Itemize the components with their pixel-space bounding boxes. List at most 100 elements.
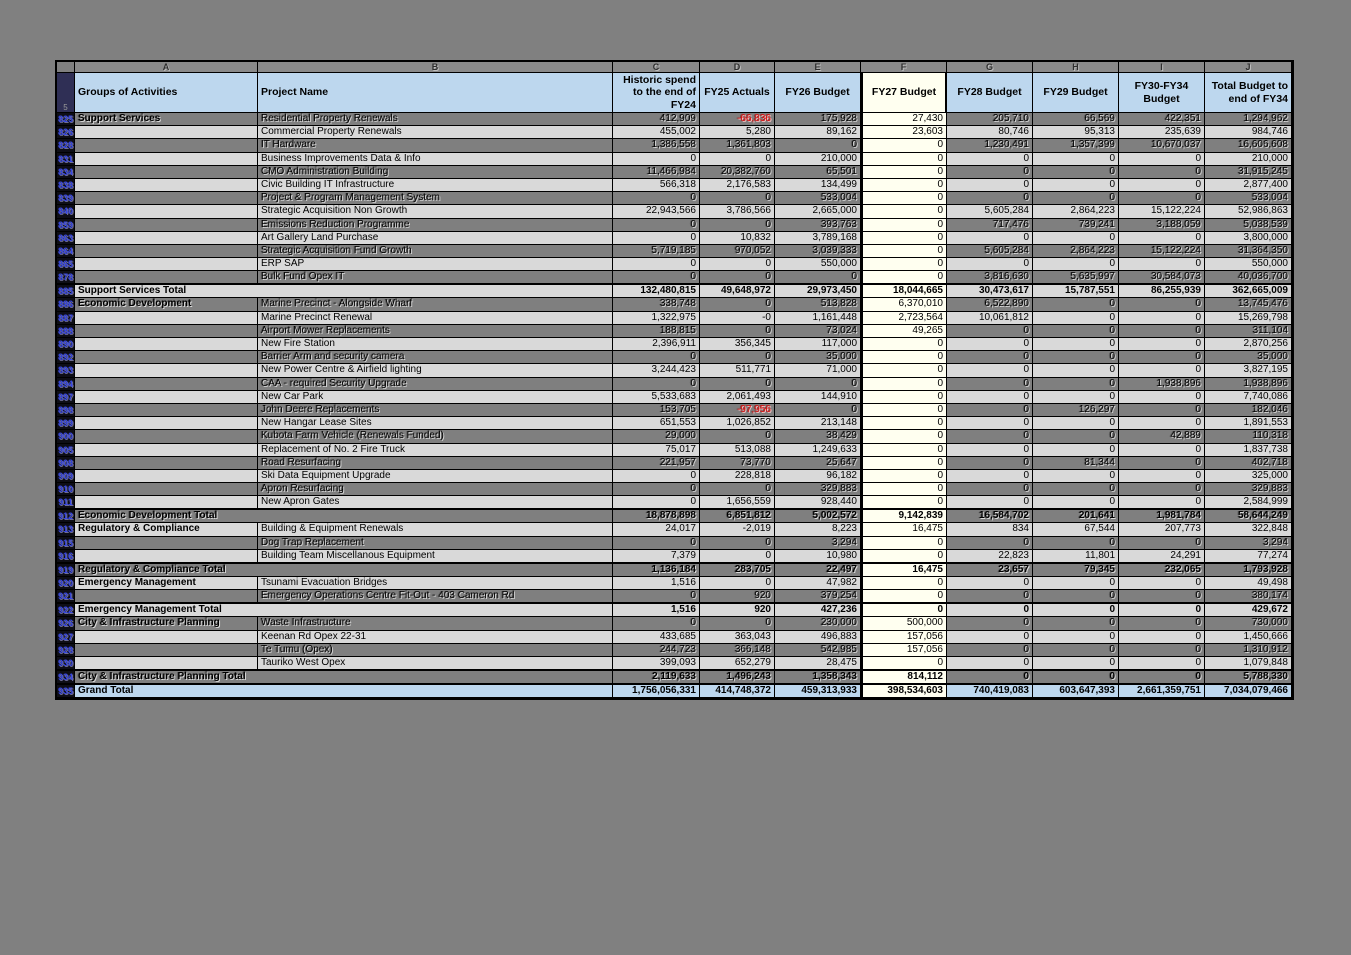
cell-e-828[interactable]: 0 [775,139,861,152]
cell-d-859[interactable]: 0 [700,218,775,231]
cell-d-892[interactable]: 0 [700,351,775,364]
cell-f-886[interactable]: 6,370,010 [861,298,947,311]
cell-j-893[interactable]: 3,827,195 [1205,364,1292,377]
cell-e-893[interactable]: 71,000 [775,364,861,377]
cell-d-839[interactable]: 0 [700,192,775,205]
cell-e-897[interactable]: 144,910 [775,390,861,403]
cell-e-898[interactable]: 0 [775,403,861,417]
cell-e-900[interactable]: 38,429 [775,430,861,443]
cell-e-919[interactable]: 22,497 [775,564,861,576]
cell-g-911[interactable]: 0 [947,496,1033,509]
row-number[interactable]: 863 [57,231,75,244]
cell-e-934[interactable]: 1,358,343 [775,671,861,684]
cell-i-913[interactable]: 207,773 [1119,523,1205,536]
cell-g-839[interactable]: 0 [947,192,1033,205]
cell-d-926[interactable]: 0 [700,617,775,630]
cell-group[interactable] [75,311,258,324]
cell-total-label[interactable]: Support Services Total [75,285,613,298]
cell-g-828[interactable]: 1,230,491 [947,139,1033,152]
cell-i-910[interactable]: 0 [1119,483,1205,496]
cell-j-892[interactable]: 35,000 [1205,351,1292,364]
cell-group[interactable] [75,403,258,417]
cell-c-825[interactable]: 412,909 [613,113,700,126]
cell-c-913[interactable]: 24,017 [613,523,700,536]
cell-e-887[interactable]: 1,161,448 [775,311,861,324]
cell-d-935[interactable]: 414,748,372 [700,685,775,698]
cell-e-863[interactable]: 3,789,168 [775,231,861,244]
column-letter-g[interactable]: G [947,62,1033,73]
cell-project[interactable]: Road Resurfacing [258,456,613,469]
cell-e-885[interactable]: 29,973,450 [775,285,861,298]
cell-j-915[interactable]: 3,294 [1205,536,1292,549]
cell-d-893[interactable]: 511,771 [700,364,775,377]
cell-j-839[interactable]: 533,004 [1205,192,1292,205]
cell-c-892[interactable]: 0 [613,351,700,364]
cell-i-840[interactable]: 15,122,224 [1119,205,1205,218]
cell-h-828[interactable]: 1,357,399 [1033,139,1119,152]
cell-j-928[interactable]: 1,310,912 [1205,643,1292,656]
cell-h-864[interactable]: 2,864,223 [1033,244,1119,258]
cell-group[interactable] [75,643,258,656]
cell-project[interactable]: Replacement of No. 2 Fire Truck [258,443,613,456]
cell-h-928[interactable]: 0 [1033,643,1119,656]
cell-j-828[interactable]: 16,606,608 [1205,139,1292,152]
cell-c-865[interactable]: 0 [613,258,700,271]
cell-group[interactable] [75,656,258,670]
cell-i-888[interactable]: 0 [1119,324,1205,337]
cell-f-865[interactable]: 0 [861,258,947,271]
cell-c-834[interactable]: 11,466,984 [613,165,700,178]
cell-d-920[interactable]: 0 [700,577,775,590]
column-letter-h[interactable]: H [1033,62,1119,73]
cell-g-887[interactable]: 10,061,812 [947,311,1033,324]
cell-h-894[interactable]: 0 [1033,377,1119,390]
header-fy28-budget[interactable]: FY28 Budget [947,73,1033,113]
cell-f-825[interactable]: 27,430 [861,113,947,126]
cell-g-897[interactable]: 0 [947,390,1033,403]
cell-c-840[interactable]: 22,943,566 [613,205,700,218]
cell-f-899[interactable]: 0 [861,417,947,430]
cell-f-930[interactable]: 0 [861,656,947,670]
cell-f-916[interactable]: 0 [861,549,947,562]
cell-f-890[interactable]: 0 [861,338,947,351]
cell-i-915[interactable]: 0 [1119,536,1205,549]
cell-g-890[interactable]: 0 [947,338,1033,351]
cell-project[interactable]: New Fire Station [258,338,613,351]
cell-e-894[interactable]: 0 [775,377,861,390]
cell-f-926[interactable]: 500,000 [861,617,947,630]
row-number[interactable]: 927 [57,630,75,643]
cell-d-913[interactable]: -2,019 [700,523,775,536]
cell-d-878[interactable]: 0 [700,271,775,284]
cell-group[interactable] [75,390,258,403]
cell-c-863[interactable]: 0 [613,231,700,244]
cell-h-916[interactable]: 11,801 [1033,549,1119,562]
select-all-corner[interactable] [57,62,75,73]
cell-e-908[interactable]: 25,647 [775,456,861,469]
cell-j-909[interactable]: 325,000 [1205,469,1292,483]
cell-g-834[interactable]: 0 [947,165,1033,178]
cell-i-927[interactable]: 0 [1119,630,1205,643]
cell-g-892[interactable]: 0 [947,351,1033,364]
row-number[interactable]: 828 [57,139,75,152]
row-number[interactable]: 909 [57,469,75,483]
cell-project[interactable]: Ski Data Equipment Upgrade [258,469,613,483]
row-number[interactable]: 910 [57,483,75,496]
cell-i-831[interactable]: 0 [1119,152,1205,165]
cell-f-859[interactable]: 0 [861,218,947,231]
cell-i-865[interactable]: 0 [1119,258,1205,271]
cell-c-839[interactable]: 0 [613,192,700,205]
cell-project[interactable]: Building & Equipment Renewals [258,523,613,536]
cell-e-911[interactable]: 928,440 [775,496,861,509]
cell-d-864[interactable]: 970,052 [700,244,775,258]
cell-e-915[interactable]: 3,294 [775,536,861,549]
cell-j-887[interactable]: 15,269,798 [1205,311,1292,324]
row-number[interactable]: 840 [57,205,75,218]
cell-g-894[interactable]: 0 [947,377,1033,390]
cell-group[interactable] [75,469,258,483]
cell-d-911[interactable]: 1,656,559 [700,496,775,509]
cell-h-905[interactable]: 0 [1033,443,1119,456]
cell-d-921[interactable]: 920 [700,590,775,603]
header-historic-spend[interactable]: Historic spend to the end of FY24 [613,73,700,113]
cell-f-935[interactable]: 398,534,603 [861,685,947,698]
cell-f-897[interactable]: 0 [861,390,947,403]
cell-g-922[interactable]: 0 [947,604,1033,617]
